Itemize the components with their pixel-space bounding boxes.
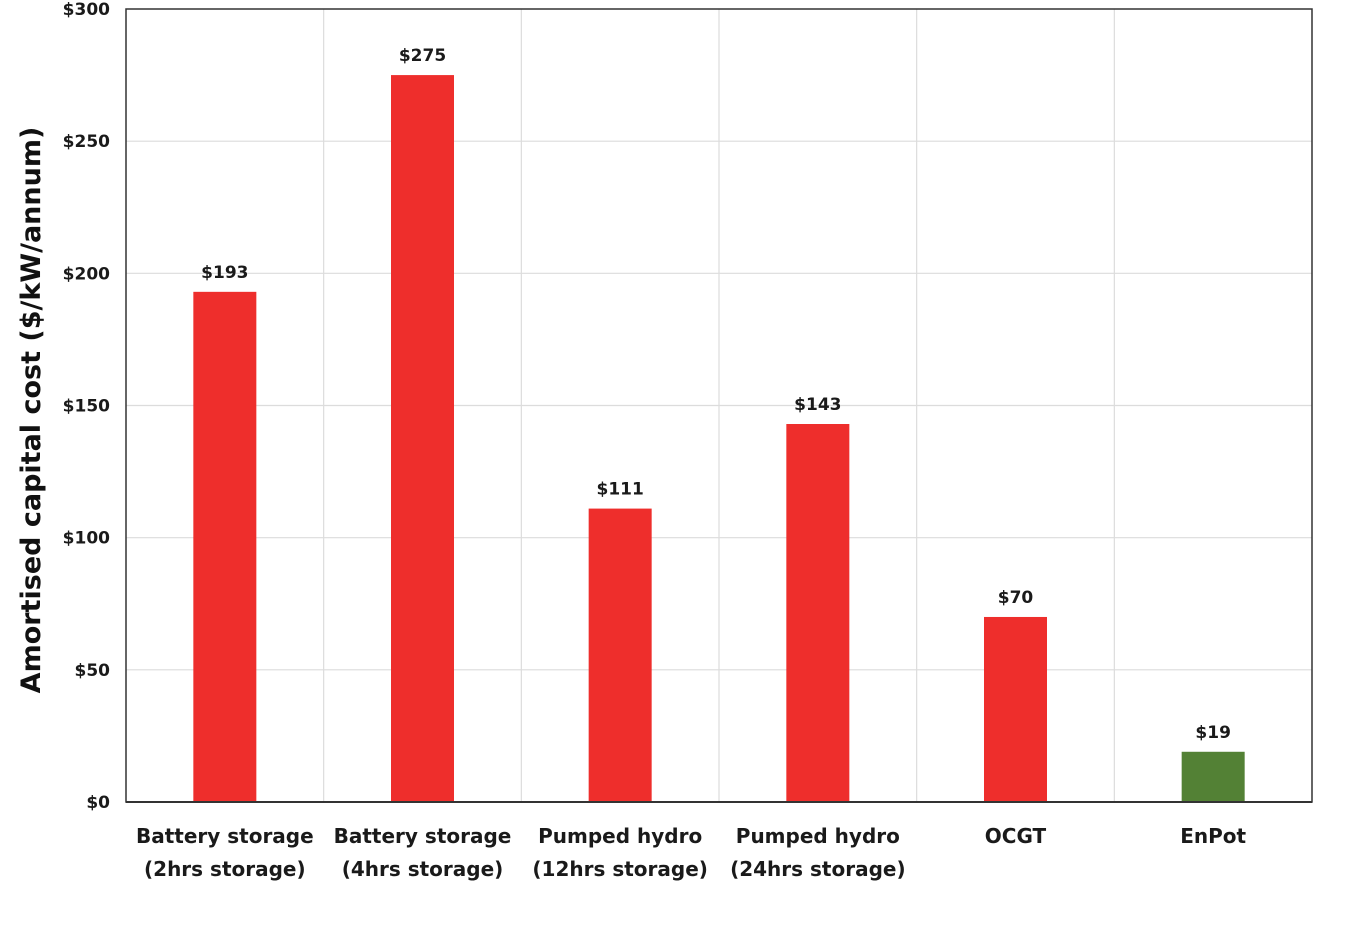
- y-tick-label-1: $50: [75, 661, 111, 681]
- bar-5: [1181, 751, 1245, 802]
- y-axis-ticks: $0 $50 $100 $150 $200 $250 $300: [63, 0, 110, 813]
- y-tick-label-4: $200: [63, 264, 110, 284]
- x-category-label-5: EnPot: [1180, 824, 1246, 848]
- data-label-2: $111: [597, 480, 644, 500]
- bars: [193, 75, 1245, 803]
- bar-1: [391, 75, 454, 803]
- x-category-label-3: Pumped hydro (24hrs storage): [730, 824, 906, 881]
- data-label-4: $70: [998, 588, 1034, 608]
- bar-2: [588, 508, 652, 802]
- y-tick-label-0: $0: [86, 793, 110, 813]
- data-label-5: $19: [1195, 723, 1231, 743]
- x-category-label-0: Battery storage (2hrs storage): [136, 824, 314, 881]
- data-label-1: $275: [399, 46, 446, 66]
- y-tick-label-5: $250: [63, 132, 110, 152]
- gridlines: [126, 9, 1312, 802]
- x-category-label-1: Battery storage (4hrs storage): [334, 824, 512, 881]
- x-axis-categories: Battery storage (2hrs storage) Battery sto…: [136, 824, 1247, 881]
- bar-0: [193, 291, 257, 802]
- data-label-3: $143: [794, 395, 841, 415]
- x-category-label-4: OCGT: [985, 824, 1047, 848]
- bar-4: [984, 616, 1047, 802]
- data-labels: $193 $275 $111 $143 $70 $19: [201, 46, 1231, 743]
- bar-3: [786, 424, 850, 802]
- x-category-label-2: Pumped hydro (12hrs storage): [532, 824, 708, 881]
- y-tick-label-2: $100: [63, 529, 110, 549]
- y-tick-label-6: $300: [63, 0, 110, 20]
- y-axis-title: Amortised capital cost ($/kW/annum): [16, 127, 47, 694]
- data-label-0: $193: [201, 263, 248, 283]
- y-tick-label-3: $150: [63, 397, 110, 417]
